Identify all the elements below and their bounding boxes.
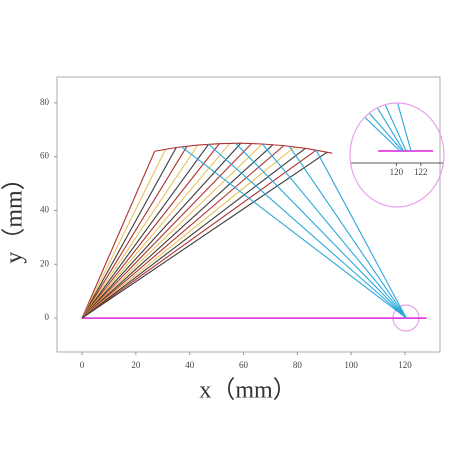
y-tick-label: 40: [40, 205, 50, 215]
ray: [154, 142, 333, 154]
ray: [390, 103, 412, 152]
x-tick-label: 120: [398, 360, 412, 370]
ray: [261, 143, 407, 319]
y-tick-label: 0: [45, 312, 50, 322]
x-tick-label: 40: [185, 360, 195, 370]
y-axis-label: y（mm）: [2, 166, 28, 263]
y-tick-label: 60: [40, 151, 50, 161]
ray: [81, 142, 231, 319]
ray: [181, 146, 407, 319]
plot-frame: [56, 76, 441, 353]
x-tick-label: 20: [131, 360, 141, 370]
ray: [288, 145, 407, 319]
inset-border: [349, 102, 445, 208]
y-tick-label: 20: [40, 258, 50, 268]
ray: [354, 107, 401, 152]
ray: [81, 151, 156, 319]
ray: [81, 147, 306, 319]
ray: [315, 149, 407, 319]
ray: [81, 143, 220, 319]
ray: [356, 103, 403, 152]
inset: [350, 103, 444, 164]
ray: [81, 149, 166, 319]
ray: [81, 146, 296, 319]
ray: [81, 143, 209, 319]
x-tick-label: 100: [344, 360, 358, 370]
ray: [81, 142, 242, 319]
ray: [235, 142, 407, 319]
ray: [81, 145, 188, 319]
y-tick-label: 80: [40, 97, 50, 107]
x-tick-label: 60: [239, 360, 249, 370]
ray: [81, 143, 252, 319]
ray: [366, 103, 405, 152]
x-tick-label: 80: [293, 360, 303, 370]
x-tick-label: 0: [80, 360, 85, 370]
ray: [81, 149, 317, 319]
ray: [81, 147, 177, 319]
ray: [81, 145, 285, 319]
ray: [81, 151, 328, 319]
x-tick-label: 120: [390, 167, 404, 177]
ray: [81, 144, 199, 319]
ray: [208, 143, 407, 319]
ray: [81, 144, 274, 319]
ray: [81, 143, 263, 319]
x-tick-label: 122: [414, 167, 428, 177]
x-axis-label: x（mm）: [199, 378, 296, 404]
ray: [376, 103, 407, 152]
